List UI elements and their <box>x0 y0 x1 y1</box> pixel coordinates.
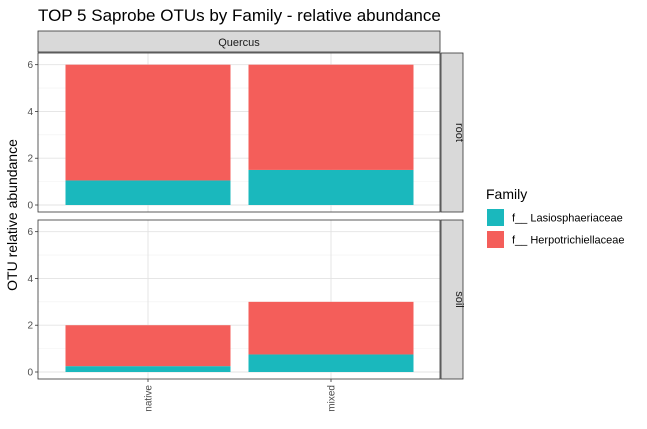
bar-mixed-root-flasiosphaeriaceae <box>248 169 414 205</box>
row-facet-strip <box>440 219 464 380</box>
bar-mixed-soil-flasiosphaeriaceae <box>248 354 414 372</box>
bar-native-soil-flasiosphaeriaceae <box>65 366 231 372</box>
legend-swatch <box>487 231 504 248</box>
panel-border <box>37 52 441 213</box>
y-tick-label: 0 <box>27 201 33 212</box>
bar-mixed-root-fherpotrichiellaceae <box>248 64 414 170</box>
y-tick-label: 2 <box>27 154 33 165</box>
row-facet-strip <box>440 52 464 213</box>
legend-title: Family <box>486 186 527 202</box>
legend-label: f__ Herpotrichiellaceae <box>512 235 625 247</box>
y-axis-label: OTU relative abundance <box>4 139 20 291</box>
y-tick-label: 6 <box>27 60 33 71</box>
column-facet-label: Quercus <box>218 37 260 49</box>
y-tick-label: 6 <box>27 227 33 238</box>
bar-native-root-fherpotrichiellaceae <box>65 64 231 181</box>
chart-title: TOP 5 Saprobe OTUs by Family - relative … <box>38 6 441 25</box>
facet-panel-root: 0 2 4 6 root <box>27 52 465 213</box>
column-facet-strip <box>37 30 441 53</box>
row-facet-label-soil: soil <box>453 291 465 308</box>
legend-swatch <box>487 209 504 226</box>
x-tick-label-native: native <box>144 385 155 412</box>
y-tick-label: 4 <box>27 274 33 285</box>
bar-native-root-flasiosphaeriaceae <box>65 180 231 205</box>
legend-label: f__ Lasiosphaeriaceae <box>512 213 623 225</box>
panel-border <box>37 219 441 380</box>
facet-panel-soil: 0 2 4 6 soil <box>27 219 465 380</box>
y-tick-label: 2 <box>27 321 33 332</box>
row-facet-label-root: root <box>453 123 465 142</box>
y-tick-label: 4 <box>27 107 33 118</box>
y-tick-label: 0 <box>27 368 33 379</box>
bar-native-soil-fherpotrichiellaceae <box>65 325 231 367</box>
bar-mixed-soil-fherpotrichiellaceae <box>248 301 414 355</box>
x-tick-label-mixed: mixed <box>327 385 338 412</box>
